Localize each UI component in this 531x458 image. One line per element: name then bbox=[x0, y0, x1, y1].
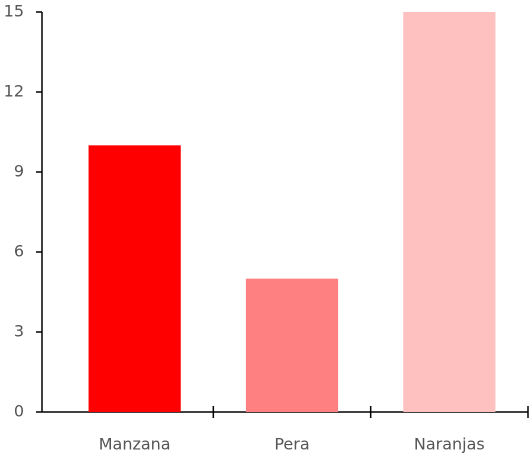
x-tick-label: Pera bbox=[274, 435, 309, 454]
bar bbox=[88, 145, 181, 413]
y-tick-label: 12 bbox=[4, 82, 24, 101]
x-tick-label: Manzana bbox=[99, 435, 171, 454]
y-tick-label: 6 bbox=[14, 242, 24, 261]
bar bbox=[403, 12, 496, 412]
y-tick-label: 3 bbox=[14, 322, 24, 341]
y-tick-label: 9 bbox=[14, 162, 24, 181]
y-tick-label: 0 bbox=[14, 402, 24, 421]
x-tick-label: Naranjas bbox=[414, 435, 485, 454]
y-tick-label: 15 bbox=[4, 2, 24, 21]
bar bbox=[245, 278, 339, 412]
